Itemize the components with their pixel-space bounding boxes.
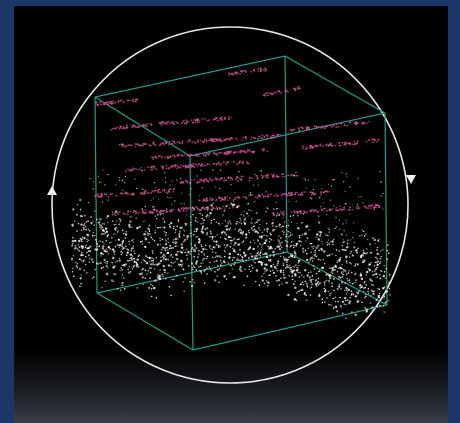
rotate-right-icon[interactable]: [406, 175, 416, 184]
box-front-vertical-edge: [189, 155, 194, 351]
box-right-vertical-edge: [384, 112, 388, 306]
rotate-left-icon[interactable]: [47, 186, 57, 195]
3d-viewport[interactable]: [14, 6, 448, 423]
point-cloud-dense: [71, 169, 391, 320]
bounding-box: [94, 55, 388, 351]
box-back-top-edge: [94, 55, 386, 114]
box-left-back-edge: [94, 96, 98, 294]
box-back-right-edge: [286, 251, 388, 306]
point-cloud-layers: [94, 66, 381, 217]
box-back-vertical-edge: [284, 55, 288, 253]
orbit-ring[interactable]: [51, 26, 409, 384]
box-front-bottom-edge: [96, 292, 388, 351]
